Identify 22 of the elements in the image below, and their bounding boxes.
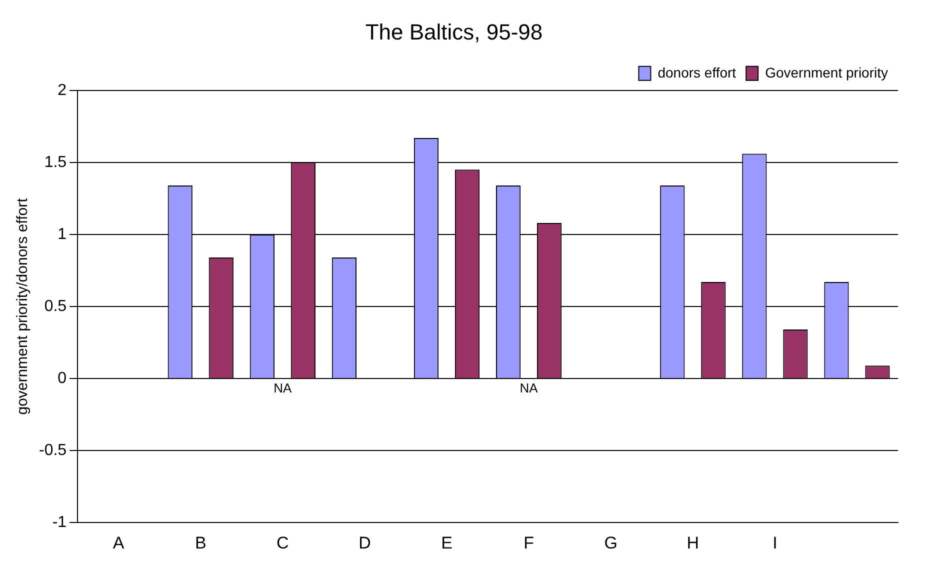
x-tick-label: F <box>524 533 534 552</box>
x-tick-label: B <box>194 533 206 552</box>
y-tick-label: 0.5 <box>44 298 67 315</box>
x-tick-label: C <box>276 533 289 552</box>
y-tick-label: -1 <box>52 514 67 532</box>
x-tick-label: A <box>112 533 125 552</box>
annotation: NA <box>520 380 538 396</box>
x-tick-label: D <box>358 533 371 552</box>
x-tick-label: I <box>772 533 778 552</box>
x-tick-label: E <box>441 533 452 552</box>
y-tick-label: 1 <box>58 226 67 243</box>
legend-label: donors effort <box>658 64 736 80</box>
y-tick-label: 1.5 <box>44 154 67 171</box>
legend-label: Government priority <box>765 64 888 80</box>
y-tick-label: 2 <box>58 82 67 99</box>
x-tick-label: H <box>686 533 700 552</box>
chart-title: The Baltics, 95-98 <box>365 19 543 44</box>
y-tick-label: 0 <box>58 370 67 387</box>
annotation: NA <box>274 380 292 396</box>
y-axis-title: government priority/donors effort <box>14 197 32 415</box>
x-tick-label: G <box>604 533 618 552</box>
y-tick-label: -0.5 <box>38 442 67 459</box>
